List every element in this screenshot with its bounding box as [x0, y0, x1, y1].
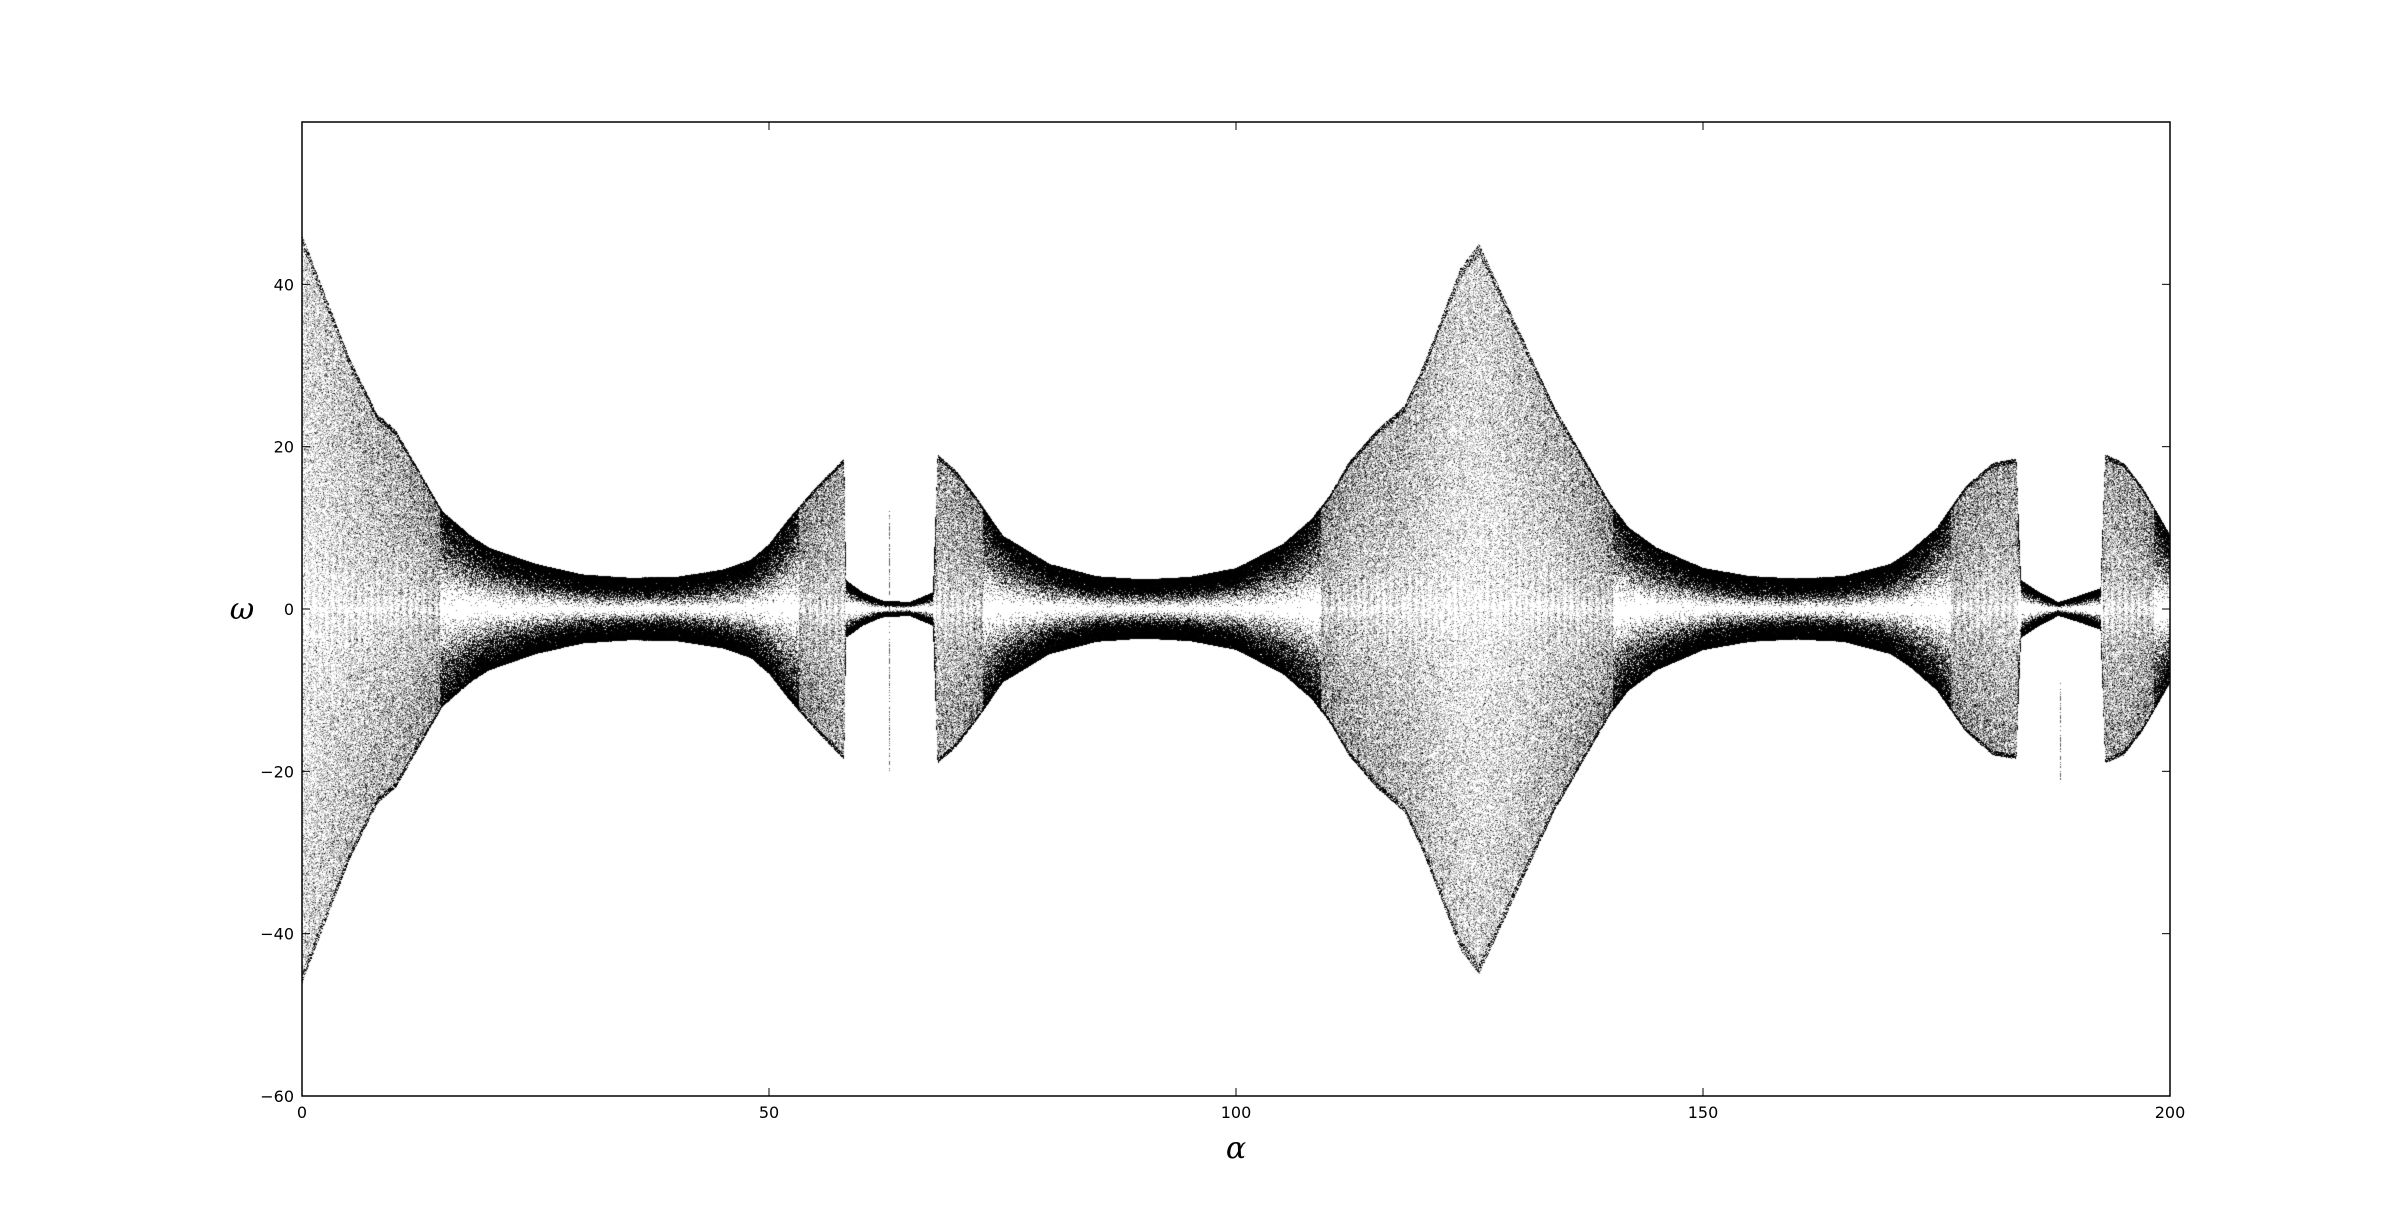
y-tick-label: −60 — [260, 1087, 294, 1106]
x-tick-label: 200 — [2155, 1103, 2186, 1122]
y-tick-label: 20 — [274, 438, 294, 457]
y-tick-label: −40 — [260, 925, 294, 944]
y-tick-label: 0 — [284, 600, 294, 619]
x-tick-label: 0 — [297, 1103, 307, 1122]
x-axis-label: α — [1226, 1131, 1246, 1166]
scatter-points — [302, 122, 2170, 1096]
y-axis-ticks: −60 −40 −20 0 20 40 — [260, 275, 2170, 1106]
x-tick-label: 150 — [1688, 1103, 1719, 1122]
plot-area — [302, 122, 2170, 1096]
x-tick-label: 100 — [1221, 1103, 1252, 1122]
x-axis-ticks: 0 50 100 150 200 — [297, 122, 2185, 1122]
x-tick-label: 50 — [759, 1103, 779, 1122]
y-tick-label: −20 — [260, 762, 294, 781]
y-axis-label: ω — [230, 592, 254, 627]
y-tick-label: 40 — [274, 275, 294, 294]
